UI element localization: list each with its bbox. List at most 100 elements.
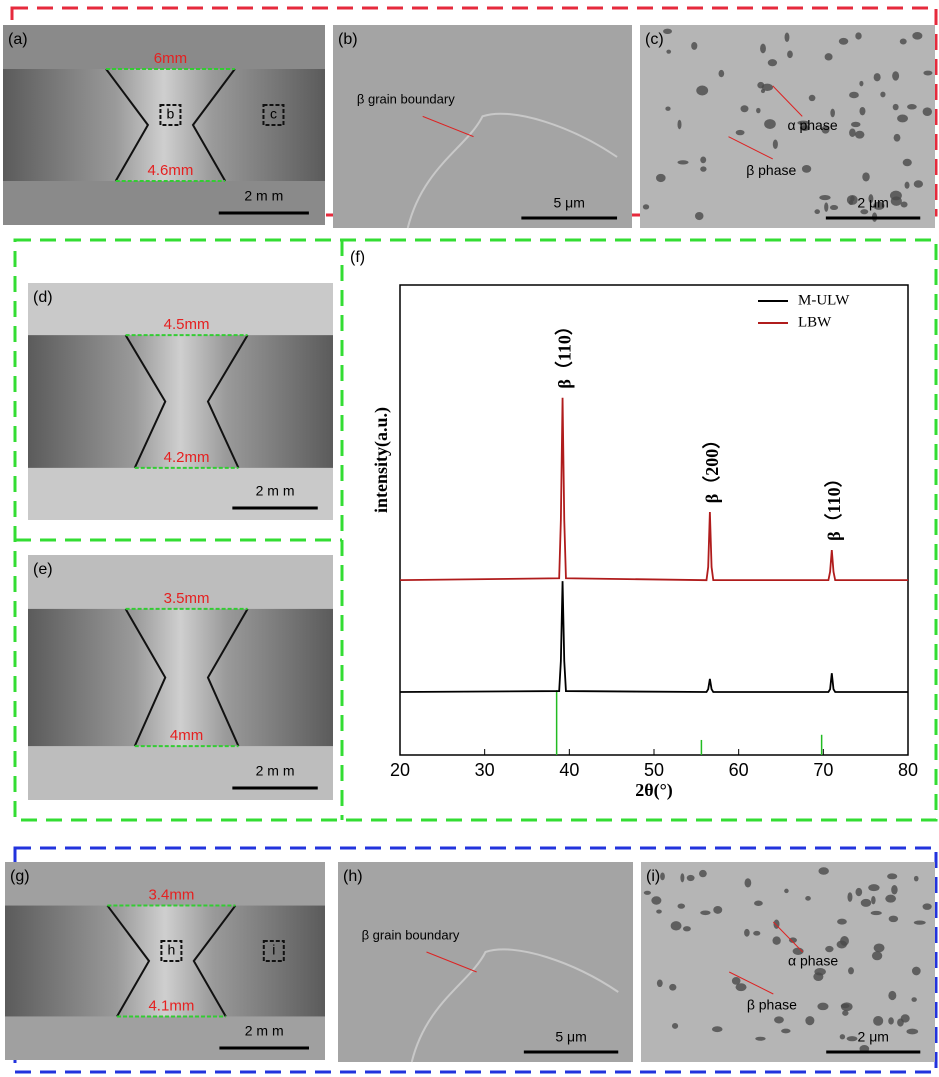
x-tick-label: 80 <box>898 760 918 780</box>
phase-spot <box>911 997 916 1002</box>
phase-spot <box>855 888 862 896</box>
phase-spot <box>713 906 722 914</box>
scale-label: 2 m m <box>244 188 283 204</box>
phase-spot <box>744 929 750 937</box>
panel-label: (a) <box>8 31 28 48</box>
phase-spot <box>768 59 777 66</box>
phase-spot <box>805 1016 814 1025</box>
phase-spot <box>699 870 707 877</box>
legend-label: M-ULW <box>798 292 850 308</box>
phase-spot <box>890 191 902 201</box>
phase-spot <box>814 209 820 214</box>
phase-spot <box>741 105 749 112</box>
panel-label: (h) <box>343 868 363 885</box>
phase-spot <box>897 1018 904 1026</box>
x-tick-label: 30 <box>475 760 495 780</box>
phase-spot <box>764 119 776 129</box>
phase-spot <box>923 107 932 116</box>
phase-spot <box>802 165 811 173</box>
phase-spot <box>842 1010 848 1016</box>
phase-spot <box>719 70 725 77</box>
region-label: b <box>167 106 175 122</box>
phase-spot <box>892 71 899 80</box>
phase-spot <box>666 50 671 54</box>
panel-label: (f) <box>350 249 365 266</box>
phase-spot <box>787 51 793 59</box>
phase-spot <box>671 921 682 930</box>
phase-spot <box>680 873 684 882</box>
phase-spot <box>656 910 662 914</box>
phase-spot <box>677 160 688 164</box>
phase-spot <box>677 120 681 129</box>
phase-spot <box>756 108 760 113</box>
phase-spot <box>813 972 823 981</box>
annotation: β phase <box>746 162 796 178</box>
scale-label: 5 μm <box>555 1029 586 1045</box>
phase-spot <box>841 1004 850 1009</box>
phase-spot <box>859 81 863 86</box>
peak-annotation: β（200） <box>702 431 722 503</box>
phase-spot <box>912 967 921 976</box>
phase-spot <box>847 1036 858 1041</box>
phase-spot <box>871 911 882 915</box>
panel-label: (e) <box>33 561 53 578</box>
phase-spot <box>914 180 923 187</box>
peak-annotation: β（110） <box>555 317 575 389</box>
phase-spot <box>700 910 710 915</box>
phase-spot <box>868 884 879 891</box>
phase-spot <box>861 899 871 907</box>
annotation: β grain boundary <box>362 927 460 942</box>
phase-spot <box>923 71 932 76</box>
x-tick-label: 50 <box>644 760 664 780</box>
region-label: c <box>270 106 277 122</box>
phase-spot <box>914 921 926 925</box>
phase-spot <box>837 919 847 925</box>
phase-spot <box>644 891 651 895</box>
phase-spot <box>695 212 704 220</box>
width-label: 3.5mm <box>164 590 210 607</box>
phase-spot <box>847 892 852 902</box>
micrograph <box>333 25 632 228</box>
phase-spot <box>888 1017 894 1024</box>
panel: 3.4mm4.1mmhi2 m m(g) <box>5 862 325 1060</box>
phase-spot <box>885 895 896 903</box>
phase-spot <box>873 1016 883 1026</box>
phase-spot <box>772 936 780 945</box>
panel-label: (c) <box>645 31 664 48</box>
phase-spot <box>754 901 763 906</box>
phase-spot <box>825 53 833 60</box>
phase-spot <box>903 159 912 166</box>
phase-spot <box>849 92 859 99</box>
legend-label: LBW <box>798 314 832 330</box>
phase-spot <box>660 872 665 880</box>
phase-spot <box>691 42 697 50</box>
phase-spot <box>651 896 661 905</box>
phase-spot <box>900 38 907 44</box>
phase-spot <box>847 195 858 205</box>
width-label: 3.4mm <box>148 887 194 904</box>
phase-spot <box>848 967 854 974</box>
phase-spot <box>817 1003 828 1010</box>
width-label: 4.5mm <box>164 316 210 333</box>
x-axis-label: 2θ(°) <box>635 780 673 801</box>
region-label: i <box>272 942 275 958</box>
phase-spot <box>643 204 649 209</box>
peak-annotation: β（110） <box>824 469 844 540</box>
scale-label: 2 μm <box>857 195 888 211</box>
phase-spot <box>785 32 790 42</box>
phase-spot <box>700 157 706 164</box>
phase-spot <box>874 944 885 953</box>
micrograph <box>338 862 633 1062</box>
phase-spot <box>871 896 876 904</box>
panel: 3.5mm4mm2 m m(e) <box>28 555 333 800</box>
phase-spot <box>914 876 919 882</box>
phase-spot <box>893 104 899 110</box>
annotation: β grain boundary <box>357 92 455 107</box>
series-line <box>400 581 908 692</box>
phase-spot <box>880 92 885 98</box>
phase-spot <box>761 89 765 93</box>
phase-spot <box>665 106 670 110</box>
scale-label: 2 m m <box>256 763 295 779</box>
phase-spot <box>657 980 663 987</box>
panel: 6mm4.6mmbc2 m m(a) <box>3 25 325 225</box>
